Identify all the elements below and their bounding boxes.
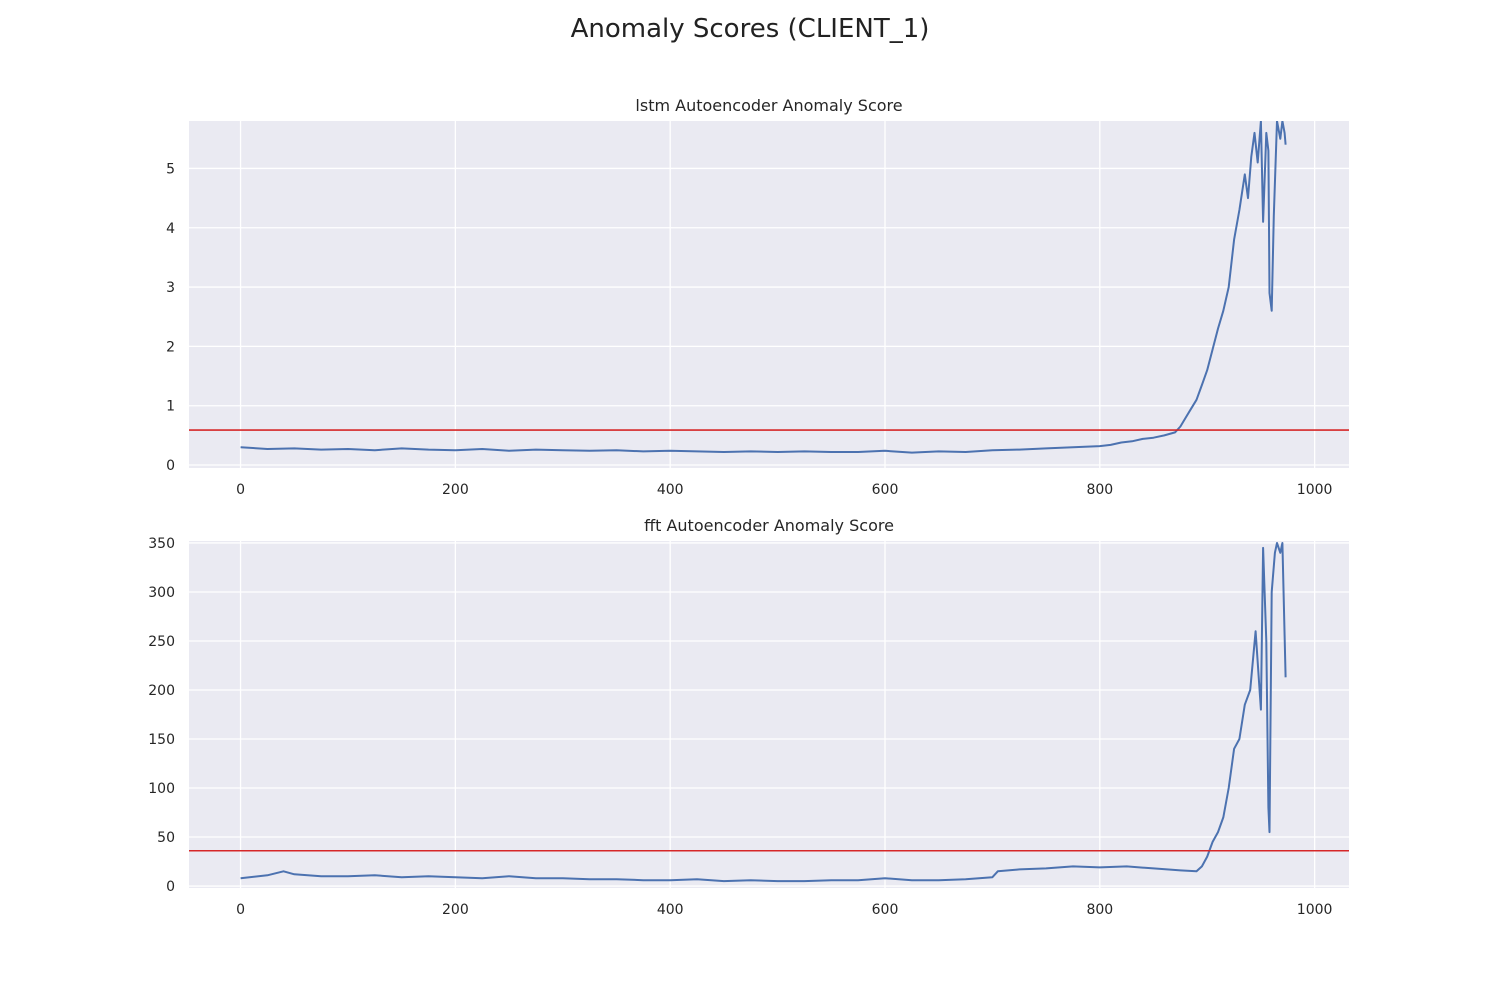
figure-title: Anomaly Scores (CLIENT_1) [570, 14, 930, 44]
y-tick-label: 1 [166, 399, 175, 415]
y-tick-label: 3 [166, 280, 175, 296]
plot-background [189, 541, 1349, 888]
x-tick-label: 600 [872, 482, 899, 498]
x-tick-label: 200 [442, 482, 469, 498]
y-tick-label: 250 [148, 634, 175, 650]
y-tick-label: 4 [166, 221, 175, 237]
x-tick-label: 600 [872, 902, 899, 918]
y-tick-label: 350 [148, 536, 175, 552]
x-tick-label: 800 [1086, 902, 1113, 918]
fft-panel: 0 50 100 150 200 250 300 350 0 200 400 600 800 1000 ff… [148, 516, 1349, 918]
x-tick-label: 200 [442, 902, 469, 918]
x-tick-label: 400 [657, 902, 684, 918]
x-tick-label: 1000 [1297, 482, 1333, 498]
panel-title: fft Autoencoder Anomaly Score [644, 516, 894, 535]
x-tick-label: 1000 [1297, 902, 1333, 918]
x-tick-label: 0 [236, 482, 245, 498]
panel-title: lstm Autoencoder Anomaly Score [635, 96, 902, 115]
anomaly-score-line [240, 121, 1287, 454]
y-tick-label: 5 [166, 161, 175, 177]
y-tick-label: 50 [157, 830, 175, 846]
x-tick-label: 0 [236, 902, 245, 918]
lstm-panel: 0 1 2 3 4 5 0 200 400 600 800 1000 lstm Autoencoder … [166, 96, 1349, 498]
plot-background [189, 121, 1349, 468]
x-tick-label: 800 [1086, 482, 1113, 498]
y-tick-label: 100 [148, 781, 175, 797]
anomaly-score-line [240, 542, 1287, 883]
y-tick-label: 150 [148, 732, 175, 748]
x-tick-label: 400 [657, 482, 684, 498]
y-tick-label: 2 [166, 339, 175, 355]
y-tick-label: 0 [166, 879, 175, 895]
y-tick-label: 300 [148, 585, 175, 601]
y-tick-label: 200 [148, 683, 175, 699]
y-tick-label: 0 [166, 458, 175, 474]
